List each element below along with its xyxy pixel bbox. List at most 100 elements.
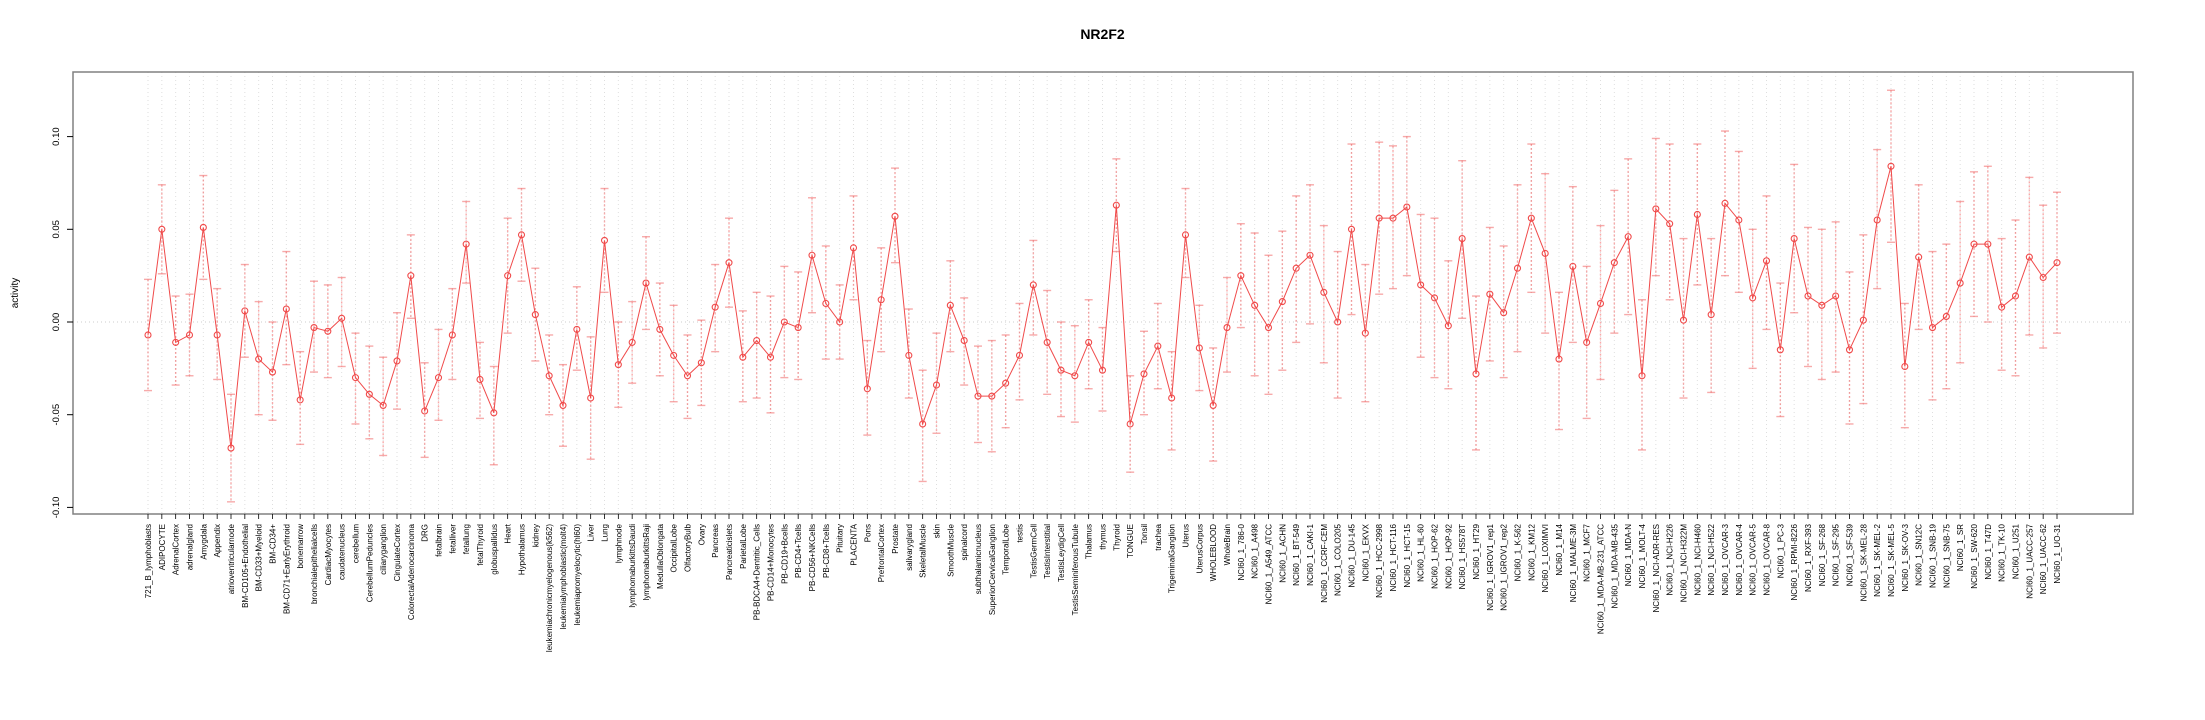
x-tick-label: NCI60_1_MALME-3M: [1569, 524, 1578, 603]
data-point: [725, 259, 733, 267]
x-tick-label: NCI60_1_SNB-75: [1942, 523, 1951, 588]
data-point: [1140, 370, 1148, 378]
series-line: [147, 166, 2058, 449]
x-tick-label: PB-CD4+Tcells: [794, 524, 803, 578]
x-tick-label: TrigeminalGanglion: [1168, 524, 1177, 593]
x-tick-label: NCI60_1_RPMI-8226: [1790, 523, 1799, 600]
data-point: [1195, 344, 1203, 352]
data-point: [711, 303, 719, 311]
x-tick-label: skin: [933, 524, 942, 538]
x-tick-label: NCI60_1_HCC-2998: [1375, 523, 1384, 597]
data-point: [614, 361, 622, 369]
data-point: [656, 325, 664, 333]
data-point: [822, 299, 830, 308]
x-tick-label: ciliaryganglion: [379, 524, 388, 575]
data-point: [1569, 262, 1577, 270]
x-tick-label: NCI60_1_LOXIMVI: [1541, 524, 1550, 592]
x-tick-label: leukemiachronicmyelogenous(k562): [545, 524, 554, 652]
x-tick-label: PB-CD19+Bcells: [780, 524, 789, 584]
data-point: [1181, 231, 1190, 239]
x-tick-label: bonemarrow: [296, 524, 305, 569]
x-tick-label: thymus: [1099, 524, 1108, 550]
y-tick-label: 0.05: [51, 220, 62, 239]
x-tick-label: PB-CD14+Monocytes: [767, 524, 776, 601]
x-tick-label: SmoothMuscle: [946, 523, 955, 576]
x-tick-label: CerebellumPeduncles: [365, 524, 374, 602]
x-tick-label: NCI60_1_SF-295: [1832, 523, 1841, 586]
data-point: [144, 331, 152, 339]
x-tick-label: NCI60_1_OVCAR-3: [1721, 523, 1730, 595]
x-tick-label: adrenalgland: [186, 524, 195, 570]
data-point: [2053, 259, 2061, 267]
data-point: [1486, 290, 1494, 298]
y-tick-label: 0.00: [51, 313, 62, 332]
data-point: [960, 336, 968, 345]
x-tick-label: testis: [1016, 524, 1025, 543]
data-point: [1596, 299, 1605, 308]
x-tick-label: NCI60_1_HT29: [1472, 523, 1481, 579]
x-tick-label: NCI60_1_UO-31: [2053, 523, 2062, 583]
x-tick-label: NCI60_1_HOP-92: [1444, 523, 1453, 588]
x-tick-label: Liver: [587, 524, 596, 542]
data-point: [1458, 235, 1466, 243]
data-point: [1818, 301, 1826, 309]
x-tick-label: leukemialymphoblastic(molt4): [559, 524, 568, 630]
data-point: [1998, 303, 2006, 311]
x-tick-label: Uterus: [1182, 524, 1191, 548]
x-tick-label: NCI60_1_SK-MEL-5: [1887, 523, 1896, 596]
x-tick-label: Pancreaticislets: [725, 524, 734, 580]
data-point: [185, 331, 194, 339]
data-point: [1707, 311, 1715, 319]
x-tick-label: NCI60_1_IGROV1_rep2: [1500, 523, 1509, 610]
data-point: [310, 324, 318, 332]
x-tick-label: TestisSeminiferousTubule: [1071, 523, 1080, 615]
x-tick-label: fetallung: [462, 524, 471, 554]
data-point: [1956, 279, 1964, 287]
x-tick-label: NCI60_1_U251: [2012, 523, 2021, 579]
data-point: [421, 407, 429, 415]
x-tick-label: NCI60_1_OVCAR-8: [1763, 523, 1772, 595]
x-tick-label: Tonsil: [1140, 524, 1149, 545]
data-point: [1845, 346, 1854, 354]
data-point: [877, 296, 885, 304]
x-tick-label: WHOLEBLOOD: [1209, 524, 1218, 582]
chart-title: NR2F2: [1080, 26, 1125, 42]
x-tick-label: Pons: [863, 524, 872, 542]
data-point: [1693, 210, 1701, 219]
x-tick-label: BM-CD34+: [269, 524, 278, 564]
data-point: [172, 338, 180, 346]
data-point: [1334, 318, 1342, 326]
data-point: [1832, 292, 1840, 300]
y-tick-label: -0.10: [51, 497, 62, 519]
x-tick-label: NCI60_1_UACC-257: [2025, 523, 2034, 598]
data-point: [1873, 216, 1881, 224]
x-tick-label: NCI60_1_M14: [1555, 523, 1564, 575]
x-tick-label: NCI60_1_HS578T: [1458, 524, 1467, 589]
x-tick-label: NCI60_1_SNB-19: [1929, 523, 1938, 588]
data-point: [1417, 281, 1425, 289]
data-point: [1721, 199, 1729, 207]
data-point: [434, 374, 443, 382]
data-point: [1071, 372, 1079, 380]
data-point: [1555, 355, 1563, 363]
data-point: [1223, 324, 1231, 332]
data-point: [600, 236, 609, 244]
data-point: [836, 318, 844, 326]
data-point: [1652, 205, 1660, 213]
data-point: [296, 396, 304, 404]
x-tick-label: TemporalLobe: [1002, 523, 1011, 574]
x-tick-label: OccipitalLobe: [670, 523, 679, 572]
x-tick-label: NCI60_1_A498: [1251, 523, 1260, 578]
data-point: [1361, 329, 1369, 337]
x-tick-label: Heart: [504, 523, 513, 543]
data-point: [919, 420, 927, 428]
data-point: [1264, 324, 1273, 332]
x-tick-label: atrioventricularnode: [227, 523, 236, 594]
x-tick-label: NCI60_1_DU-145: [1348, 523, 1357, 587]
data-point: [1403, 203, 1411, 211]
x-tick-label: NCI60_1_TK-10: [1998, 523, 2007, 581]
x-tick-label: fetalThyroid: [476, 524, 485, 566]
x-tick-label: TestisLeydigCell: [1057, 524, 1066, 582]
data-point: [393, 357, 401, 365]
